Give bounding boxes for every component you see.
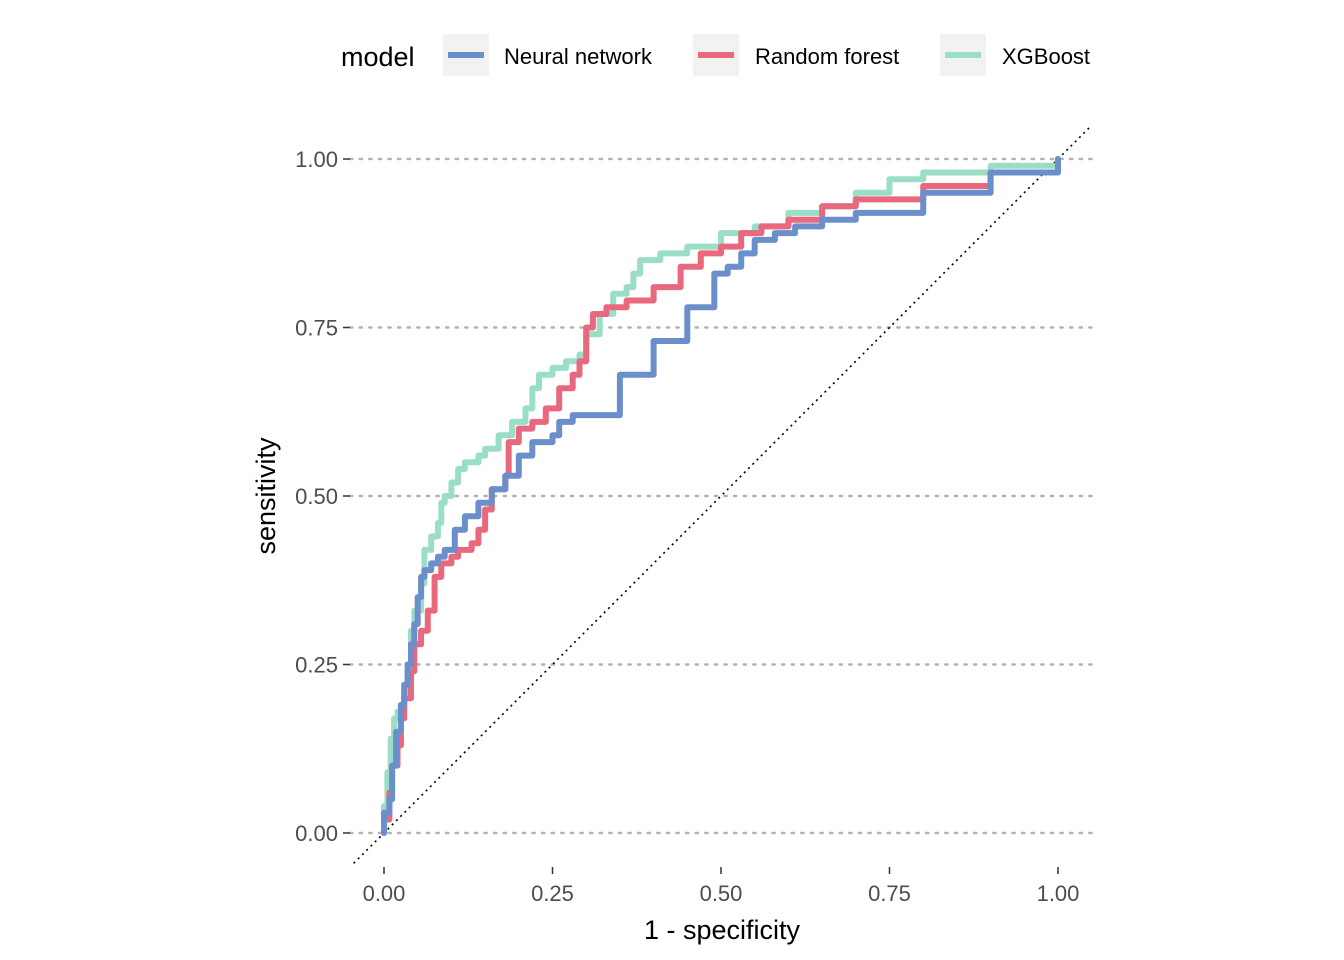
x-tick-label: 0.75	[868, 881, 911, 906]
legend-item: Random forest	[693, 34, 899, 76]
x-tick-label: 0.25	[531, 881, 574, 906]
y-tick-label: 1.00	[295, 147, 338, 172]
legend: model Neural network Random forest XGBoost	[341, 34, 1090, 76]
x-tick-label: 0.50	[700, 881, 743, 906]
x-axis-title: 1 - specificity	[644, 915, 801, 945]
legend-item: Neural network	[443, 34, 653, 76]
x-tick-label: 1.00	[1037, 881, 1080, 906]
legend-label: Random forest	[755, 44, 899, 69]
y-tick-label: 0.25	[295, 653, 338, 678]
series-line-neural-network	[381, 156, 1061, 836]
series-line-random-forest	[381, 156, 1061, 836]
legend-item: XGBoost	[940, 34, 1090, 76]
plot-area	[348, 124, 1094, 864]
x-tick-label: 0.00	[363, 881, 406, 906]
x-axis: 0.00 0.25 0.50 0.75 1.00	[363, 867, 1080, 906]
legend-title: model	[341, 42, 415, 72]
y-tick-label: 0.50	[295, 484, 338, 509]
y-axis-title: sensitivity	[251, 437, 281, 555]
y-tick-label: 0.00	[295, 821, 338, 846]
legend-label: Neural network	[504, 44, 653, 69]
y-tick-label: 0.75	[295, 316, 338, 341]
y-axis: 0.00 0.25 0.50 0.75 1.00	[295, 147, 350, 846]
legend-label: XGBoost	[1002, 44, 1090, 69]
